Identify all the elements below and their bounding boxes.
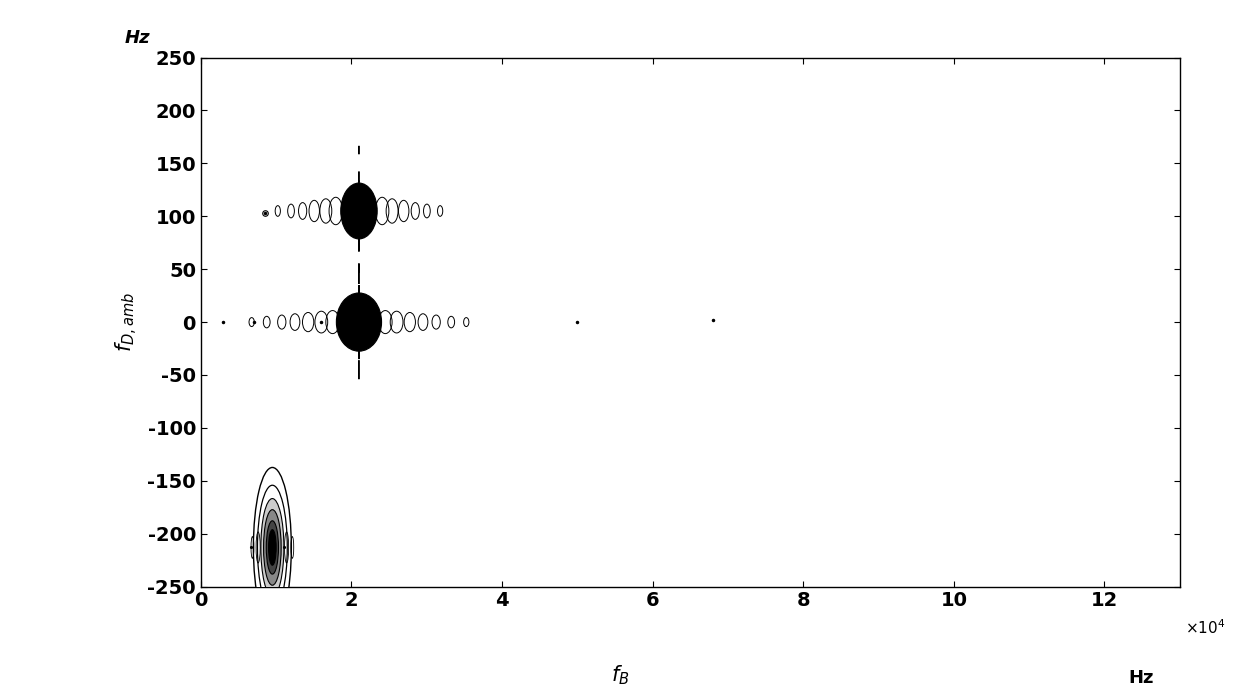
Ellipse shape [253, 468, 291, 627]
Text: Hz: Hz [124, 29, 150, 47]
Ellipse shape [341, 183, 377, 239]
Ellipse shape [258, 485, 288, 609]
Text: $f_B$: $f_B$ [611, 663, 629, 687]
Ellipse shape [336, 293, 382, 351]
Ellipse shape [347, 192, 371, 230]
Ellipse shape [264, 509, 281, 585]
Ellipse shape [345, 303, 373, 341]
Y-axis label: $f_{D,amb}$: $f_{D,amb}$ [114, 292, 140, 352]
Text: $\times10^4$: $\times10^4$ [1184, 618, 1225, 637]
Ellipse shape [267, 520, 279, 574]
Ellipse shape [269, 530, 277, 565]
Text: Hz: Hz [1128, 669, 1154, 687]
Ellipse shape [260, 498, 284, 596]
